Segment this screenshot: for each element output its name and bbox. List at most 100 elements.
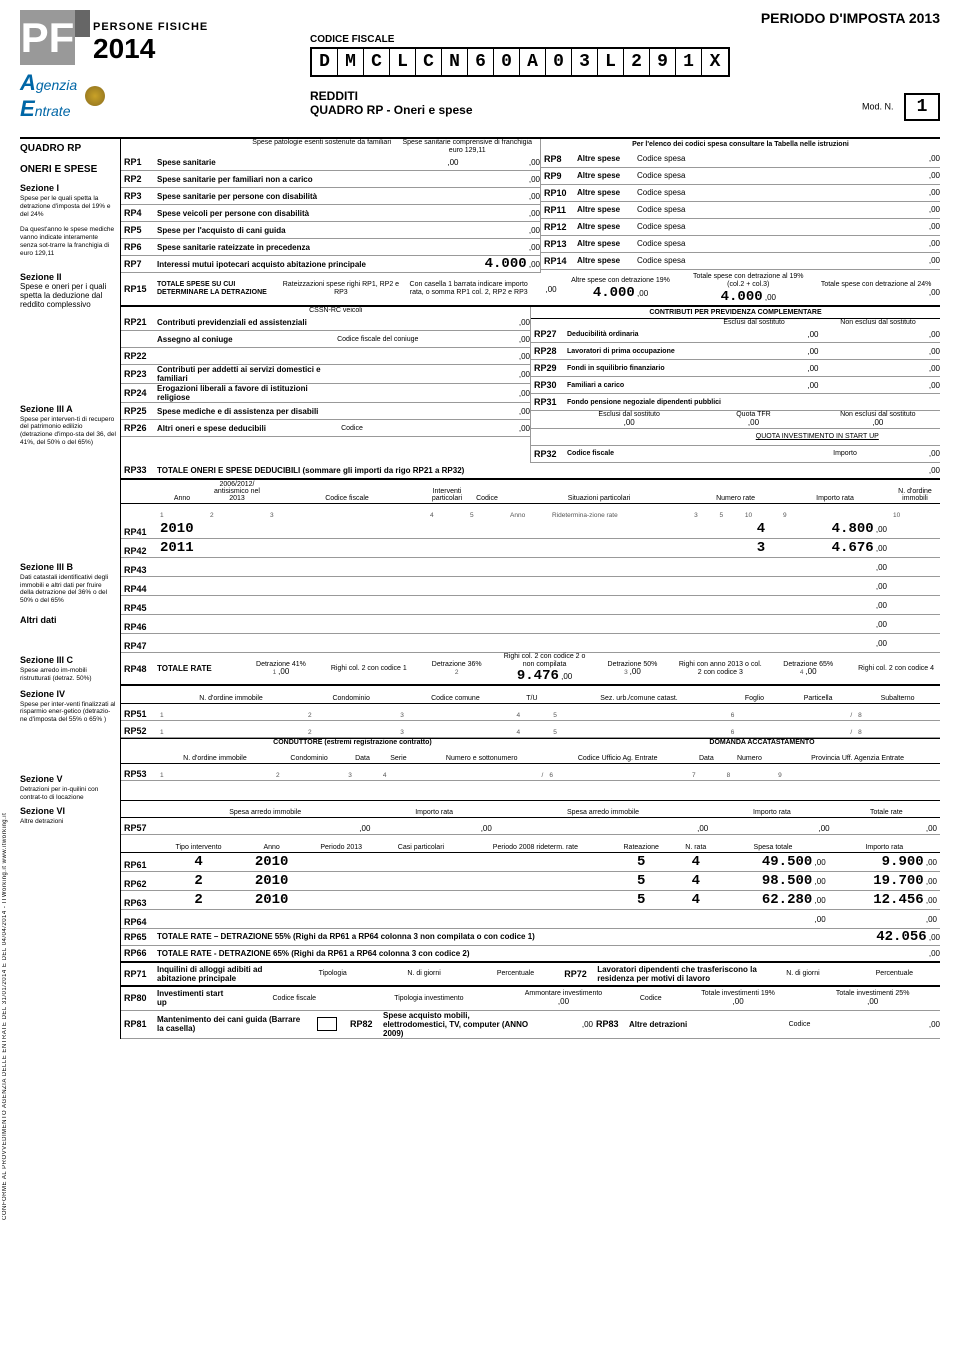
row-RP27: RP27 Deducibilità ordinaria ,00,00 bbox=[531, 326, 940, 343]
row-rp81-83: RP81 Mantenimento dei cani guida (Barrar… bbox=[121, 1011, 940, 1039]
th-imprata: Importo rata bbox=[780, 480, 890, 504]
label: Fondo pensione negoziale dipendenti pubb… bbox=[567, 399, 747, 406]
code: RP14 bbox=[541, 256, 577, 266]
th-data: Data bbox=[345, 746, 380, 763]
codice-fiscale: DMCLCN60A03L291X bbox=[310, 47, 730, 77]
rp57-code: RP57 bbox=[121, 818, 157, 835]
side-sez2-sub: Spese e oneri per i quali spetta la dedu… bbox=[20, 282, 116, 309]
hdr-rp1-1: Spese patologie esenti sostenute da fami… bbox=[249, 139, 394, 154]
th-sitpart: Situazioni particolari bbox=[507, 480, 691, 504]
rp72-label: Lavoratori dipendenti che trasferiscono … bbox=[597, 965, 757, 983]
row-RP7: RP7 Interessi mutui ipotecari acquisto a… bbox=[121, 256, 540, 273]
code: RP6 bbox=[121, 242, 157, 252]
side-oneri: ONERI E SPESE bbox=[20, 164, 116, 175]
code: RP12 bbox=[541, 222, 577, 232]
th-nrata: N. rata bbox=[674, 835, 717, 852]
row-RP30: RP30 Familiari a carico ,00,00 bbox=[531, 377, 940, 394]
code: RP22 bbox=[121, 351, 157, 361]
row-RP8: RP8 Altre spese Codice spesa ,00 bbox=[541, 151, 940, 168]
row-RP3: RP3 Spese sanitarie per persone con disa… bbox=[121, 188, 540, 205]
side-sez4: Sezione IV bbox=[20, 689, 116, 699]
rp53-code: RP53 bbox=[121, 763, 157, 780]
code: RP30 bbox=[531, 380, 567, 390]
rp66-code: RP66 bbox=[121, 948, 157, 958]
cf-char: C bbox=[364, 49, 390, 75]
label: Assegno al coniuge bbox=[157, 335, 327, 344]
content: Spese patologie esenti sostenute da fami… bbox=[120, 139, 940, 1039]
altre-spese: Altre spese bbox=[577, 154, 637, 163]
altre-spese: Altre spese bbox=[577, 171, 637, 180]
side-sez3b: Sezione III B bbox=[20, 562, 116, 572]
codice-spesa-label: Codice spesa bbox=[637, 239, 727, 248]
codice-spesa-label: Codice spesa bbox=[637, 154, 727, 163]
row-RP23: RP23 Contributi per addetti ai servizi d… bbox=[121, 365, 530, 384]
rp15-h2: Con casella 1 barrata indicare importo r… bbox=[405, 281, 533, 296]
row-RP44: RP44 ,00 bbox=[121, 577, 940, 596]
rp81-checkbox[interactable] bbox=[317, 1017, 337, 1031]
row-RP6: RP6 Spese sanitarie rateizzate in preced… bbox=[121, 239, 540, 256]
side-sez5: Sezione V bbox=[20, 774, 116, 784]
code: RP28 bbox=[531, 346, 567, 356]
th-totrate: Totale rate bbox=[833, 801, 940, 818]
header: PF PERSONE FISICHE 2014 AgenziaEntrate P… bbox=[20, 10, 940, 122]
code: RP21 bbox=[121, 317, 157, 327]
altre-spese: Altre spese bbox=[577, 256, 637, 265]
cf-char: D bbox=[312, 49, 338, 75]
conformity-note: CONFORME AL PROVVEDIMENTO AGENZIA DELLE … bbox=[2, 620, 8, 1220]
th-tu: T/U bbox=[514, 686, 551, 703]
hdr-conduttore: CONDUTTORE (estremi registrazione contra… bbox=[121, 739, 584, 747]
hdr-contrib-prev: CONTRIBUTI PER PREVIDENZA COMPLEMENTARE bbox=[531, 307, 940, 319]
rp48-val: 9.476 bbox=[517, 668, 559, 684]
side-quadro: QUADRO RP bbox=[20, 143, 116, 154]
codice-spesa-label: Codice spesa bbox=[637, 222, 727, 231]
side-sez1: Sezione I bbox=[20, 183, 116, 193]
cf-char: L bbox=[390, 49, 416, 75]
code: RP3 bbox=[121, 191, 157, 201]
cf-char: 2 bbox=[624, 49, 650, 75]
code: RP27 bbox=[531, 329, 567, 339]
label: Deducibilità ordinaria bbox=[567, 331, 697, 338]
hdr-domacc: DOMANDA ACCATASTAMENTO bbox=[584, 739, 940, 747]
row-rp71-72: RP71 Inquilini di alloggi adibiti ad abi… bbox=[121, 963, 940, 987]
th-nordimm: N. d'ordine immobile bbox=[157, 686, 305, 703]
row-rp66: RP66 TOTALE RATE - DETRAZIONE 65% (Righi… bbox=[121, 946, 940, 963]
rp71-perc: Percentuale bbox=[470, 970, 561, 978]
cf-label: CODICE FISCALE bbox=[310, 34, 940, 45]
side-sez3c-sub: Spese arredo im-mobili ristrutturati (de… bbox=[20, 667, 116, 683]
row-RP26: RP26 Altri oneri e spese deducibili Codi… bbox=[121, 420, 530, 437]
row-RP45: RP45 ,00 bbox=[121, 596, 940, 615]
row-RP41: RP41 2010 4 4.800 ,00 bbox=[121, 520, 940, 539]
code: RP9 bbox=[541, 171, 577, 181]
hdr-cssn: CSSN-RC veicoli bbox=[271, 307, 401, 315]
th-subalt: Subalterno bbox=[855, 686, 940, 703]
altre-spese: Altre spese bbox=[577, 222, 637, 231]
row-rp48: RP48 TOTALE RATE Detrazione 41%1 ,00 Rig… bbox=[121, 653, 940, 686]
code: RP26 bbox=[121, 423, 157, 433]
th-spesatot: Spesa totale bbox=[717, 835, 828, 852]
th-numrate: Numero rate bbox=[691, 480, 780, 504]
codice-spesa-label: Codice spesa bbox=[637, 205, 727, 214]
th-cue: Codice Ufficio Ag. Entrate bbox=[546, 746, 689, 763]
codice-spesa-label: Codice spesa bbox=[637, 256, 727, 265]
cf-char: 9 bbox=[650, 49, 676, 75]
codice-spesa-label: Codice spesa bbox=[637, 188, 727, 197]
label: Spese veicoli per persone con disabilità bbox=[157, 209, 377, 218]
rp83-label: Altre detrazioni bbox=[629, 1020, 719, 1029]
th-antis: 2006/2012/ antisismico nel 2013 bbox=[207, 480, 267, 504]
row-rp15: RP15 TOTALE SPESE SU CUI DETERMINARE LA … bbox=[121, 273, 940, 306]
row-RP24: RP24 Erogazioni liberali a favore di ist… bbox=[121, 384, 530, 403]
hdr-escluso: Esclusi dal sostituto bbox=[692, 319, 816, 327]
label: Lavoratori di prima occupazione bbox=[567, 348, 697, 355]
logo-area: PF PERSONE FISICHE 2014 AgenziaEntrate bbox=[20, 10, 280, 122]
code: RP13 bbox=[541, 239, 577, 249]
th-prov: Provincia Uff. Agenzia Entrate bbox=[775, 746, 940, 763]
label: Spese per l'acquisto di cani guida bbox=[157, 226, 377, 235]
sidebar: QUADRO RP ONERI E SPESE Sezione I Spese … bbox=[20, 139, 120, 1039]
rp15-label: TOTALE SPESE SU CUI DETERMINARE LA DETRA… bbox=[157, 281, 277, 296]
label: Erogazioni liberali a favore di istituzi… bbox=[157, 384, 327, 402]
rp15-h1: Rateizzazioni spese righi RP1, RP2 e RP3 bbox=[277, 281, 405, 296]
row-RP10: RP10 Altre spese Codice spesa ,00 bbox=[541, 185, 940, 202]
rp65-label: TOTALE RATE – DETRAZIONE 55% (Righi da R… bbox=[157, 932, 820, 941]
th-codice: Codice bbox=[467, 480, 507, 504]
cf-char: N bbox=[442, 49, 468, 75]
